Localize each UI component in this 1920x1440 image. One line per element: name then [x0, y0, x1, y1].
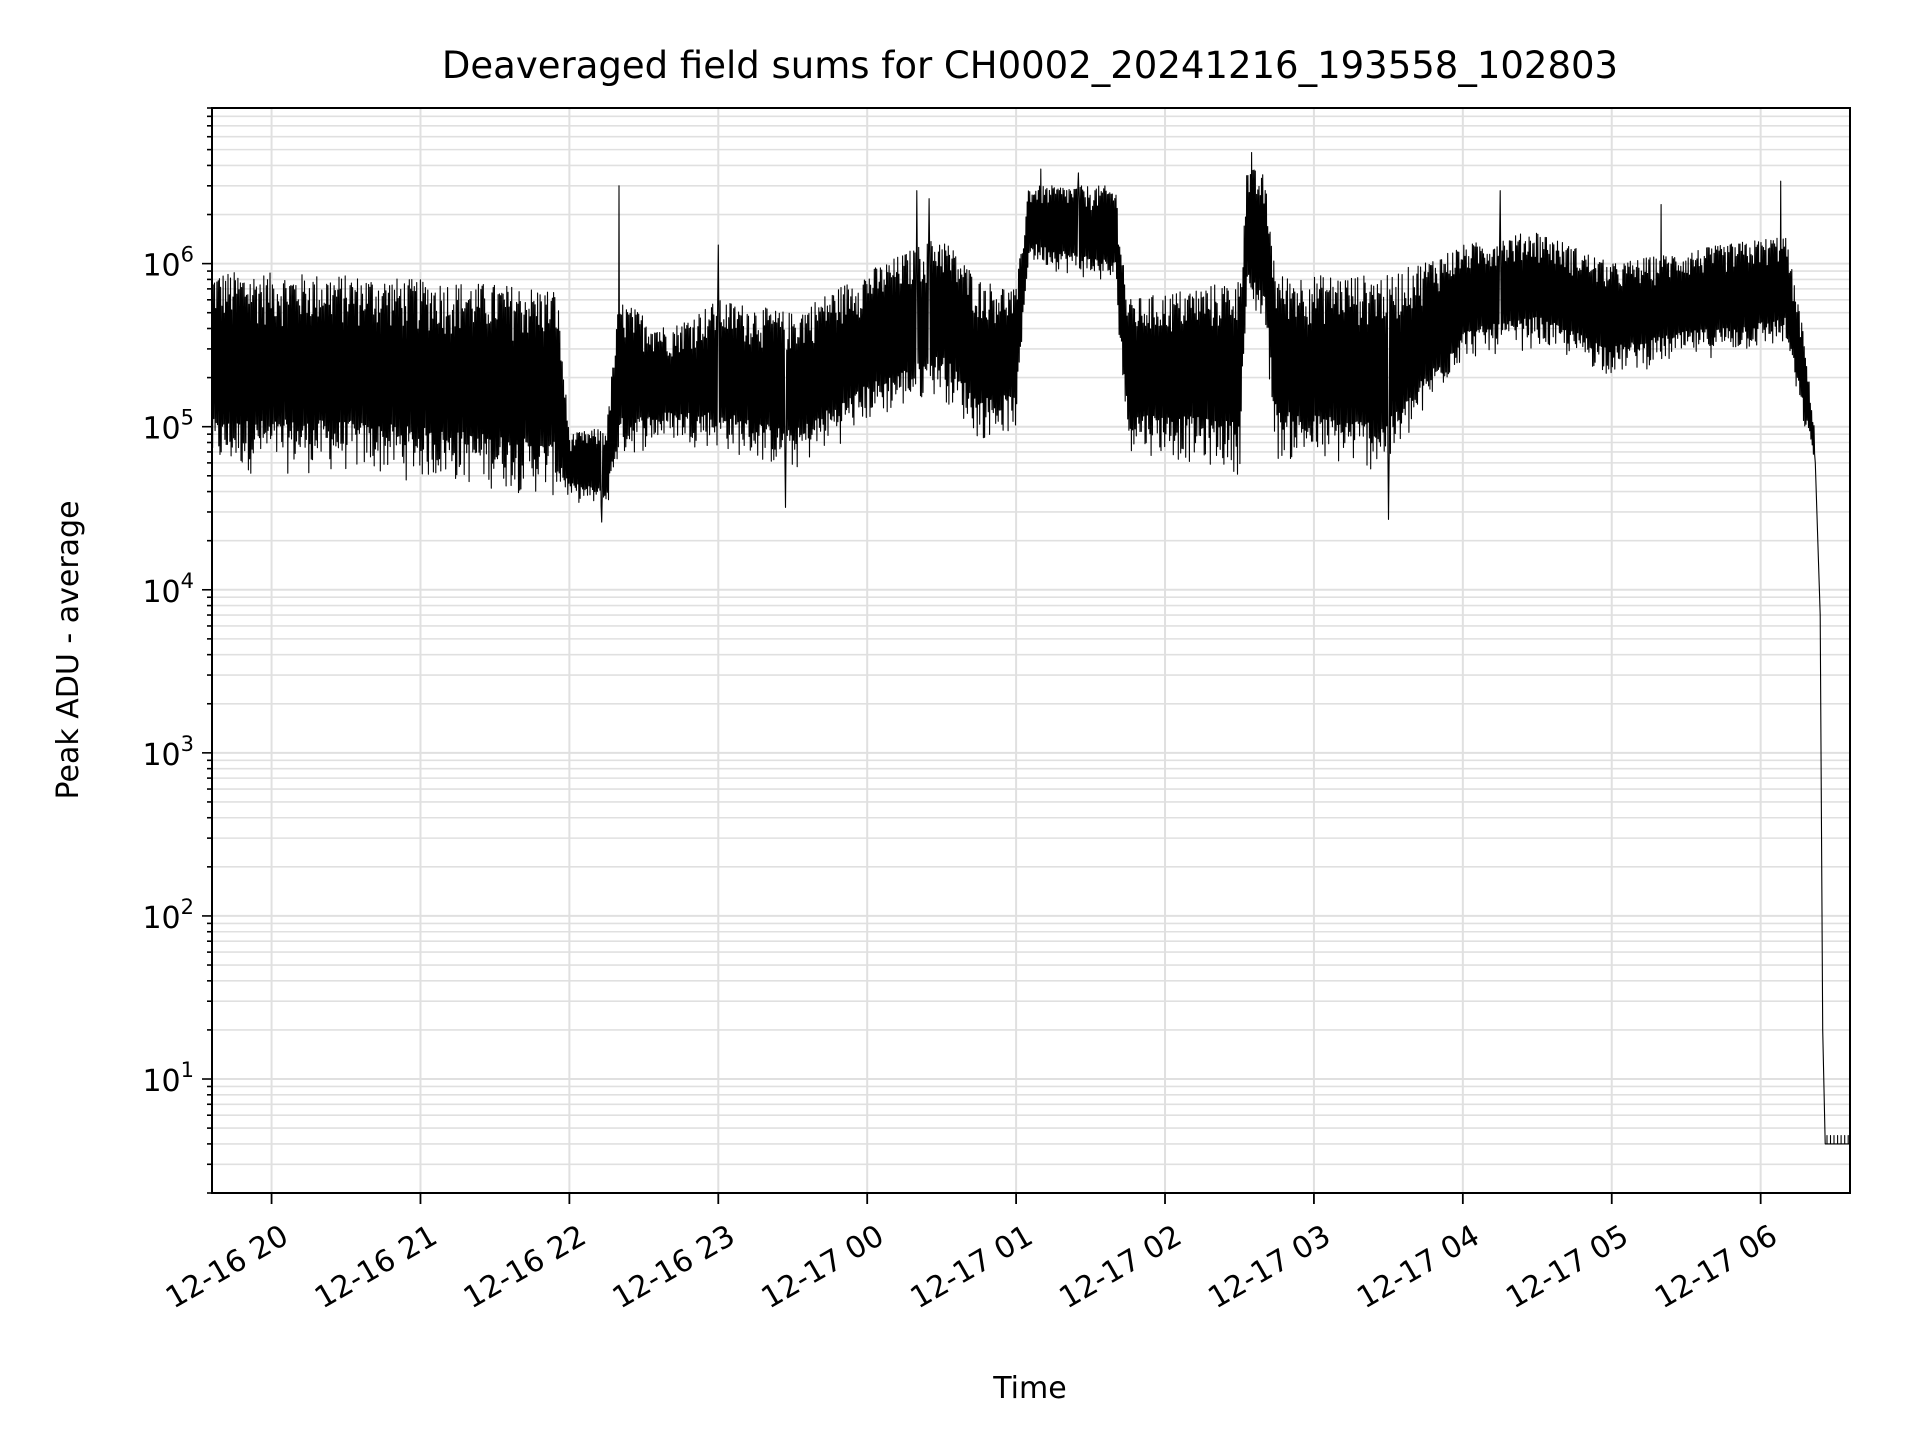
grid-lines [212, 107, 1850, 1194]
y-tick-exponent: 5 [181, 406, 194, 430]
y-tick-exponent: 3 [181, 732, 194, 756]
y-tick-label: 102 [142, 895, 194, 936]
x-axis-label: Time [992, 1371, 1066, 1406]
chart-title: Deaveraged field sums for CH0002_2024121… [442, 44, 1618, 87]
y-tick-label: 105 [142, 406, 194, 447]
y-tick-label: 104 [142, 569, 194, 610]
y-tick-exponent: 6 [181, 243, 194, 267]
y-tick-label: 103 [142, 732, 194, 773]
y-tick-label: 101 [142, 1058, 194, 1099]
y-tick-base: 10 [142, 575, 180, 610]
plot-frame [211, 107, 1851, 1194]
y-tick-exponent: 1 [181, 1058, 194, 1082]
y-tick-label: 106 [142, 243, 194, 284]
y-tick-base: 10 [142, 1064, 180, 1099]
y-tick-exponent: 2 [181, 895, 194, 919]
y-tick-base: 10 [142, 901, 180, 936]
y-tick-base: 10 [142, 738, 180, 773]
y-tick-exponent: 4 [181, 569, 194, 593]
y-axis-label: Peak ADU - average [51, 500, 86, 799]
series-line [211, 151, 1851, 1145]
y-tick-base: 10 [142, 249, 180, 284]
y-tick-base: 10 [142, 412, 180, 447]
